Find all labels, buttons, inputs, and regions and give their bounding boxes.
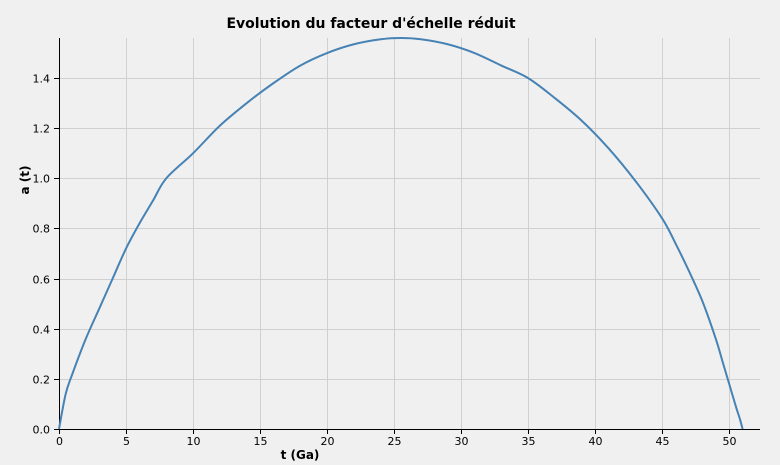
x-tick-label-1: 5: [123, 435, 130, 448]
y-tick-label-6: 1.2: [33, 123, 51, 136]
grid: [59, 38, 760, 430]
x-tick-label-8: 40: [589, 435, 603, 448]
x-tick-label-9: 45: [656, 435, 670, 448]
x-tick-label-5: 25: [388, 435, 402, 448]
series-line-0: [58, 36, 744, 430]
x-axis-label: t (Ga): [281, 448, 320, 462]
y-tick-label-5: 1.0: [33, 173, 51, 186]
y-tick-label-0: 0.0: [33, 424, 51, 437]
y-axis-ticks: 0.0 0.2 0.4 0.6 0.8 1.0 1.2 1.4: [33, 73, 59, 437]
y-tick-label-3: 0.6: [33, 274, 51, 287]
x-tick-label-0: 0: [56, 435, 63, 448]
x-tick-label-7: 35: [522, 435, 536, 448]
x-tick-label-6: 30: [455, 435, 469, 448]
series-group: [58, 36, 744, 430]
y-tick-label-2: 0.4: [33, 324, 51, 337]
x-tick-label-4: 20: [321, 435, 335, 448]
x-tick-label-10: 50: [723, 435, 737, 448]
x-tick-label-3: 15: [254, 435, 268, 448]
y-tick-label-4: 0.8: [33, 223, 51, 236]
x-tick-label-2: 10: [187, 435, 201, 448]
axes: [59, 38, 760, 430]
x-axis-ticks: 0 5 10 15 20 25 30 35 40 45 50: [56, 429, 737, 448]
y-tick-label-1: 0.2: [33, 374, 51, 387]
y-tick-label-7: 1.4: [33, 73, 51, 86]
y-axis-label: a (t): [18, 166, 32, 195]
chart-title: Evolution du facteur d'échelle réduit: [226, 16, 515, 32]
